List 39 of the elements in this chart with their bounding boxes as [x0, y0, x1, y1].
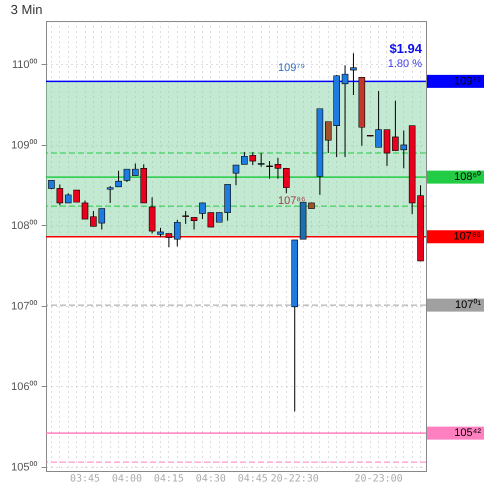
y-tick-label: 107⁰⁰	[11, 299, 38, 312]
y-tick-label: 105⁰⁰	[11, 460, 38, 474]
candlestick	[241, 152, 248, 165]
ref-line-label: 109⁷⁹	[454, 75, 481, 88]
candlestick	[216, 212, 223, 223]
annotation: 107⁸⁶	[278, 195, 306, 207]
candlestick	[98, 208, 106, 230]
x-tick-label: 04:15	[154, 474, 184, 484]
y-tick-label: 106⁰⁰	[11, 380, 38, 393]
y-tick-label: 110⁰⁰	[12, 58, 38, 71]
y-tick-label: 108⁰⁰	[11, 218, 38, 232]
candlestick	[106, 186, 114, 204]
candlestick	[232, 164, 240, 186]
ref-line-label: 105⁴²	[454, 427, 482, 440]
x-tick-label: 03:45	[70, 474, 100, 484]
candlestick	[400, 130, 408, 169]
candlestick	[73, 190, 80, 203]
candlestick	[258, 152, 264, 168]
annotation: $1.94	[389, 41, 423, 56]
candlestick	[190, 216, 198, 230]
ref-line-label: 107⁰¹	[454, 298, 482, 312]
annotation: 1.80 %	[388, 58, 422, 70]
x-tick-label: 20-22:30	[270, 474, 319, 484]
chart-title: 3 Min	[10, 2, 42, 17]
y-tick-label: 109⁰⁰	[11, 138, 38, 152]
candlestick	[249, 152, 256, 166]
x-tick-label: 20-23:00	[354, 474, 403, 484]
candlestick	[350, 52, 357, 96]
ref-line-label: 108⁶⁰	[454, 170, 481, 184]
candlestick	[115, 170, 122, 188]
annotation: 109⁷⁹	[278, 62, 306, 74]
ref-line-label: 107⁸⁶	[453, 230, 481, 243]
candlestick	[324, 121, 332, 154]
candlestick	[64, 192, 72, 204]
x-tick-label: 04:00	[112, 474, 142, 484]
x-tick-label: 04:30	[196, 474, 226, 484]
candlestick	[182, 210, 189, 224]
candlestick	[174, 219, 181, 247]
x-tick-label: 04:45	[238, 474, 268, 484]
